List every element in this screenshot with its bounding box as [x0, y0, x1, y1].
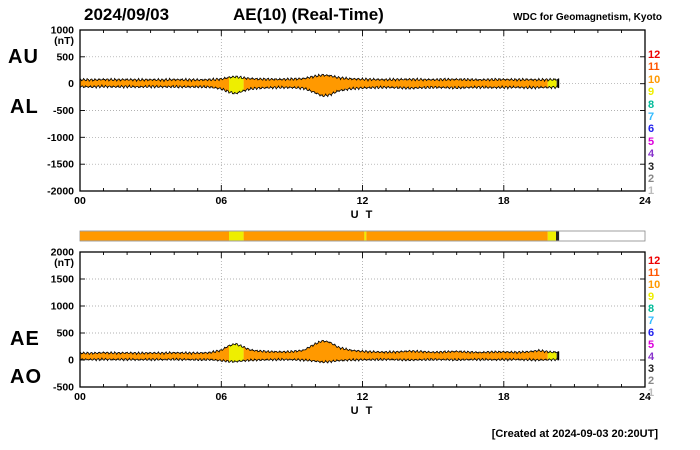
station-count-bottom-1: 1 — [648, 387, 655, 399]
station-count-bottom-9: 9 — [648, 291, 655, 303]
ae-axis-label: AE — [10, 328, 40, 350]
station-count-top-11: 11 — [648, 61, 660, 74]
plot-date: 2024/09/03 — [84, 5, 170, 24]
svg-text:-2000: -2000 — [47, 186, 74, 198]
station-count-bottom-7: 7 — [648, 315, 655, 327]
station-count-bottom-2: 2 — [648, 375, 655, 387]
au-axis-label: AU — [8, 46, 39, 68]
station-count-bottom-10: 10 — [648, 279, 661, 291]
station-coverage-bar — [79, 230, 646, 242]
station-count-top-1: 1 — [648, 185, 655, 198]
created-at-note: [Created at 2024-09-03 20:20UT] — [491, 428, 658, 440]
svg-text:00: 00 — [74, 391, 86, 403]
svg-text:-1500: -1500 — [47, 159, 74, 171]
svg-text:06: 06 — [215, 195, 227, 207]
svg-text:(nT): (nT) — [54, 35, 74, 47]
svg-text:(nT): (nT) — [54, 257, 74, 269]
station-count-bottom-4: 4 — [648, 351, 655, 363]
station-count-bottom-8: 8 — [648, 303, 655, 315]
wdc-credit: WDC for Geomagnetism, Kyoto — [513, 12, 662, 23]
svg-text:0: 0 — [68, 78, 74, 90]
station-count-top-5: 5 — [648, 135, 655, 148]
station-count-bottom-12: 12 — [648, 255, 661, 267]
station-count-top-7: 7 — [648, 111, 655, 123]
svg-text:1500: 1500 — [51, 274, 75, 286]
plot-title: AE(10) (Real-Time) — [233, 5, 384, 24]
ae-ao-chart: 2000 1500 1000 500 0 -500 (nT) 00 06 12 18 24 U T — [51, 247, 651, 418]
station-count-bottom-11: 11 — [648, 267, 660, 279]
svg-text:1000: 1000 — [51, 301, 75, 313]
svg-text:24: 24 — [639, 195, 651, 207]
station-count-top-9: 9 — [648, 86, 655, 99]
svg-text:1000: 1000 — [51, 25, 75, 37]
station-count-top-2: 2 — [648, 173, 655, 185]
svg-text:24: 24 — [639, 391, 651, 403]
al-axis-label: AL — [10, 96, 39, 118]
station-count-top-10: 10 — [648, 73, 661, 86]
station-count-bottom-6: 6 — [648, 327, 655, 339]
svg-text:-500: -500 — [53, 382, 74, 394]
svg-text:06: 06 — [215, 391, 227, 403]
station-count-legend: 12 11 10 9 8 7 6 5 4 3 2 1 12 11 10 9 8 7 6 5 4 3 2 1 — [648, 0, 688, 450]
svg-text:12: 12 — [357, 391, 369, 403]
station-count-top-12: 12 — [648, 49, 661, 61]
station-count-top-8: 8 — [648, 98, 655, 111]
station-count-bottom-5: 5 — [648, 339, 655, 351]
svg-text:500: 500 — [56, 328, 74, 340]
svg-text:18: 18 — [498, 195, 510, 207]
station-count-top-6: 6 — [648, 123, 655, 136]
svg-text:18: 18 — [498, 391, 510, 403]
station-count-bottom-3: 3 — [648, 363, 655, 375]
svg-text:500: 500 — [56, 51, 74, 63]
svg-text:U T: U T — [351, 209, 375, 221]
svg-text:-1000: -1000 — [47, 132, 74, 144]
svg-text:0: 0 — [68, 355, 74, 367]
station-count-top-3: 3 — [648, 160, 655, 173]
station-count-top-4: 4 — [648, 148, 655, 161]
ao-axis-label: AO — [10, 366, 42, 388]
svg-text:12: 12 — [357, 195, 369, 207]
svg-text:00: 00 — [74, 195, 86, 207]
au-al-chart: 1000 500 0 -500 -1000 -1500 -2000 (nT) 00 06 12 18 2… — [47, 25, 651, 222]
svg-text:-500: -500 — [53, 105, 74, 117]
svg-text:2000: 2000 — [51, 247, 75, 259]
svg-text:U T: U T — [351, 405, 375, 417]
